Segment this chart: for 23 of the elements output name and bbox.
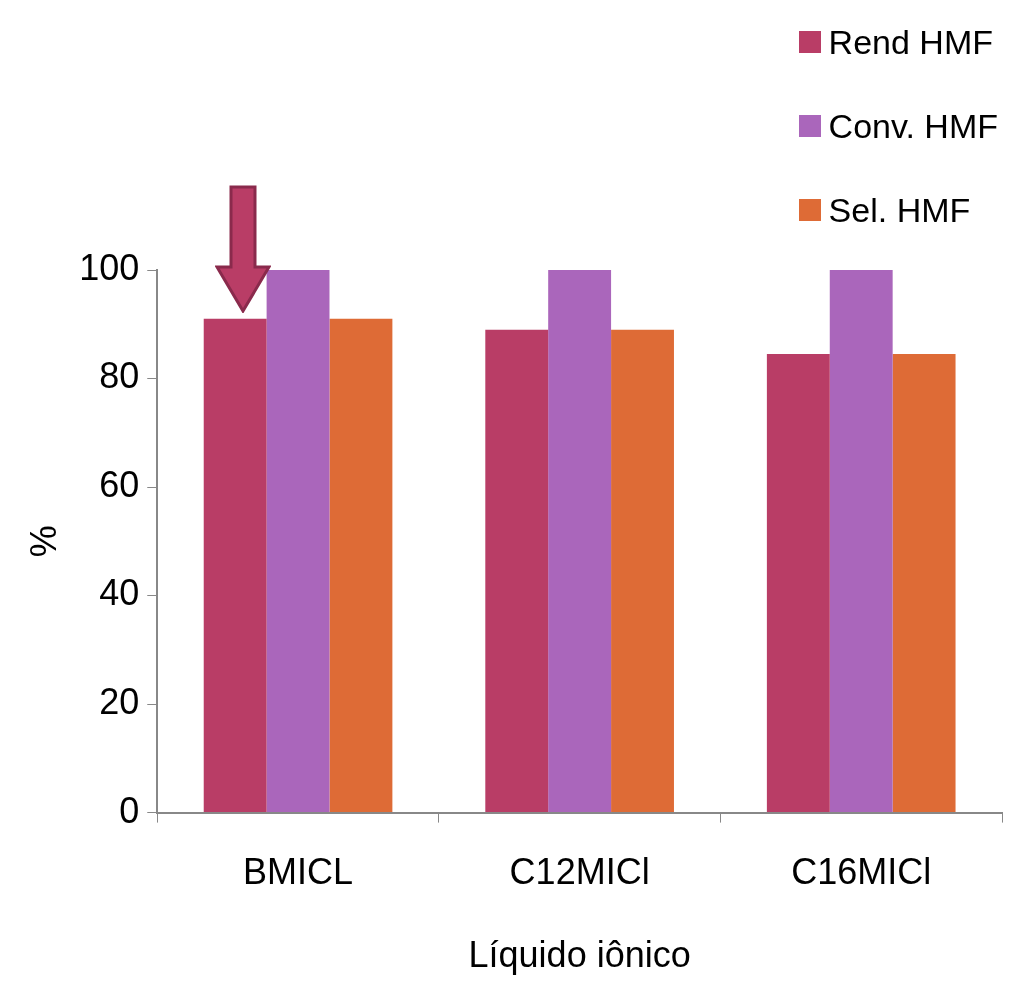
- x-tick-label: C16MICl: [791, 851, 932, 893]
- y-tick-label: 0: [119, 789, 140, 831]
- bar: [892, 354, 956, 813]
- legend-label: Sel. HMF: [828, 190, 971, 230]
- bar: [611, 329, 674, 813]
- bar: [766, 354, 830, 813]
- legend-label: Conv. HMF: [828, 106, 998, 146]
- x-tick-label: BMICL: [243, 851, 354, 893]
- x-axis-title: Líquido iônico: [468, 934, 691, 976]
- bar: [485, 329, 549, 813]
- legend-label: Rend HMF: [828, 22, 993, 62]
- x-tick-label: C12MICl: [509, 851, 650, 893]
- bar: [266, 270, 330, 813]
- y-tick-label: 40: [99, 572, 140, 614]
- y-tick-label: 20: [99, 681, 140, 722]
- y-tick-label: 100: [79, 246, 140, 288]
- y-axis-title: %: [22, 525, 64, 558]
- bar: [829, 270, 893, 813]
- bar: [548, 270, 612, 813]
- bar: [203, 318, 267, 813]
- y-tick-label: 60: [99, 463, 140, 505]
- bar: [329, 318, 393, 813]
- y-tick-label: 80: [99, 355, 140, 397]
